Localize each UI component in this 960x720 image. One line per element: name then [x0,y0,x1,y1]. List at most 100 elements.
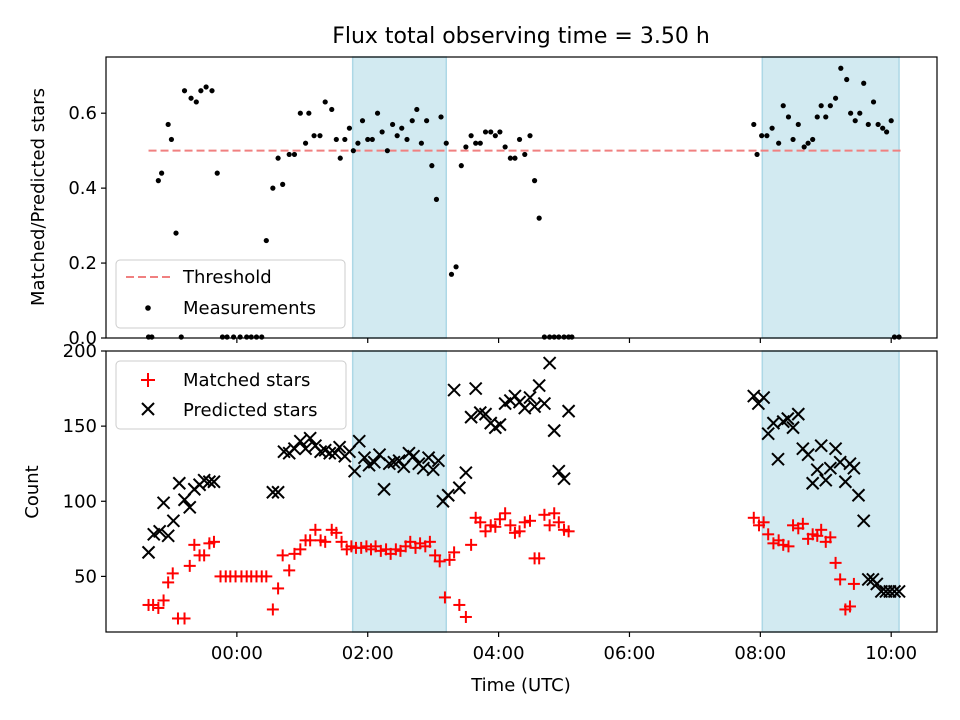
measurement-point [776,140,782,146]
matched-star-point [294,543,307,556]
predicted-star-point [561,404,576,418]
bottom-x-tick-label: 04:00 [473,643,525,664]
measurement-point [433,196,440,202]
measurement-point [329,106,335,113]
predicted-star-diag2 [766,416,781,430]
matched-star-point [815,523,828,536]
matched-star-point [796,517,809,530]
measurement-point [429,163,435,169]
predicted-star-point [493,417,507,432]
measurement-point [488,129,494,135]
matched-star-point [448,546,461,559]
predicted-star-diag2 [557,472,571,486]
predicted-star-diag2 [468,381,483,396]
measurement-point [384,148,390,154]
predicted-star-point [861,572,876,587]
predicted-star-diag2 [771,452,785,466]
bottom-y-tick-label: 150 [63,416,97,437]
matched-star-point [188,538,201,551]
predicted-star-point [166,514,181,528]
measurement-point [291,151,298,158]
measurement-point [181,88,188,94]
predicted-star-diag2 [459,466,473,480]
predicted-star-point [527,399,542,414]
predicted-star-point [771,452,785,466]
predicted-star-point [810,463,824,477]
measurement-point [374,110,381,116]
predicted-star-point [801,447,815,462]
matched-star-point [489,520,502,533]
measurement-point [844,76,850,83]
measurement-point [404,136,410,143]
matched-star-point [309,523,322,536]
bottom-y-ticks: 50 100 150 200 [63,341,106,587]
measurement-point [311,133,317,139]
measurement-point [237,334,243,340]
predicted-star-point [838,475,853,489]
matched-star-point [157,594,170,607]
measurement-point [173,230,179,236]
predicted-star-diag2 [342,444,357,459]
bottom-y-tick-label: 50 [74,566,97,587]
predicted-star-point [847,461,861,475]
top-y-tick-label: 0.4 [68,178,97,199]
predicted-star-diag2 [892,584,906,599]
measurement-point [884,129,890,135]
predicted-star-point [552,464,566,478]
matched-star-point [198,549,211,562]
measurement-point [848,110,854,116]
matched-star-point [207,535,220,548]
measurement-point [497,129,503,135]
predicted-star-diag2 [156,496,171,510]
predicted-star-point [382,456,397,471]
measurement-point [551,334,557,340]
measurement-point [507,155,513,161]
predicted-star-point [426,463,440,477]
predicted-star-diag2 [887,584,902,599]
measurement-point [275,155,281,161]
predicted-star-point [367,455,381,469]
measurement-point [409,118,415,124]
measurement-point [810,136,816,143]
matched-star-point [762,528,775,541]
measurement-point [556,334,562,340]
predicted-star-diag2 [801,447,815,462]
matched-star-point [304,534,317,547]
matched-star-point [747,511,760,524]
matched-star-point [562,525,575,538]
bottom-x-tick-label: 10:00 [865,643,917,664]
predicted-star-diag2 [293,434,308,448]
measurement-point [785,114,792,120]
matched-star-point [543,519,556,532]
top-legend-box [115,259,346,329]
predicted-star-point [819,473,833,487]
measurement-point [536,215,542,221]
measurement-point [463,144,469,150]
predicted-star-point [293,434,308,448]
predicted-star-diag2 [318,443,332,457]
matched-star-point [524,514,537,527]
measurement-point [414,106,420,113]
measurement-point [302,140,309,146]
predicted-star-diag2 [552,464,566,478]
measurement-point [219,334,226,340]
matched-star-point [782,540,795,553]
predicted-star-diag2 [277,444,291,459]
predicted-star-point [342,444,357,459]
predicted-star-diag2 [523,390,537,405]
predicted-star-diag2 [542,356,557,370]
matched-star-point [474,516,487,529]
predicted-star-diag2 [172,476,186,490]
predicted-star-diag2 [847,461,861,475]
predicted-star-point [152,524,167,539]
measurement-point [891,334,898,340]
predicted-star-diag2 [328,446,342,460]
measurement-point [468,133,474,139]
measurement-point [168,136,175,143]
predicted-star-point [870,577,884,591]
predicted-star-diag2 [781,411,795,426]
matched-star-point [499,507,512,520]
predicted-star-point [857,514,871,528]
measurement-point [149,334,155,340]
